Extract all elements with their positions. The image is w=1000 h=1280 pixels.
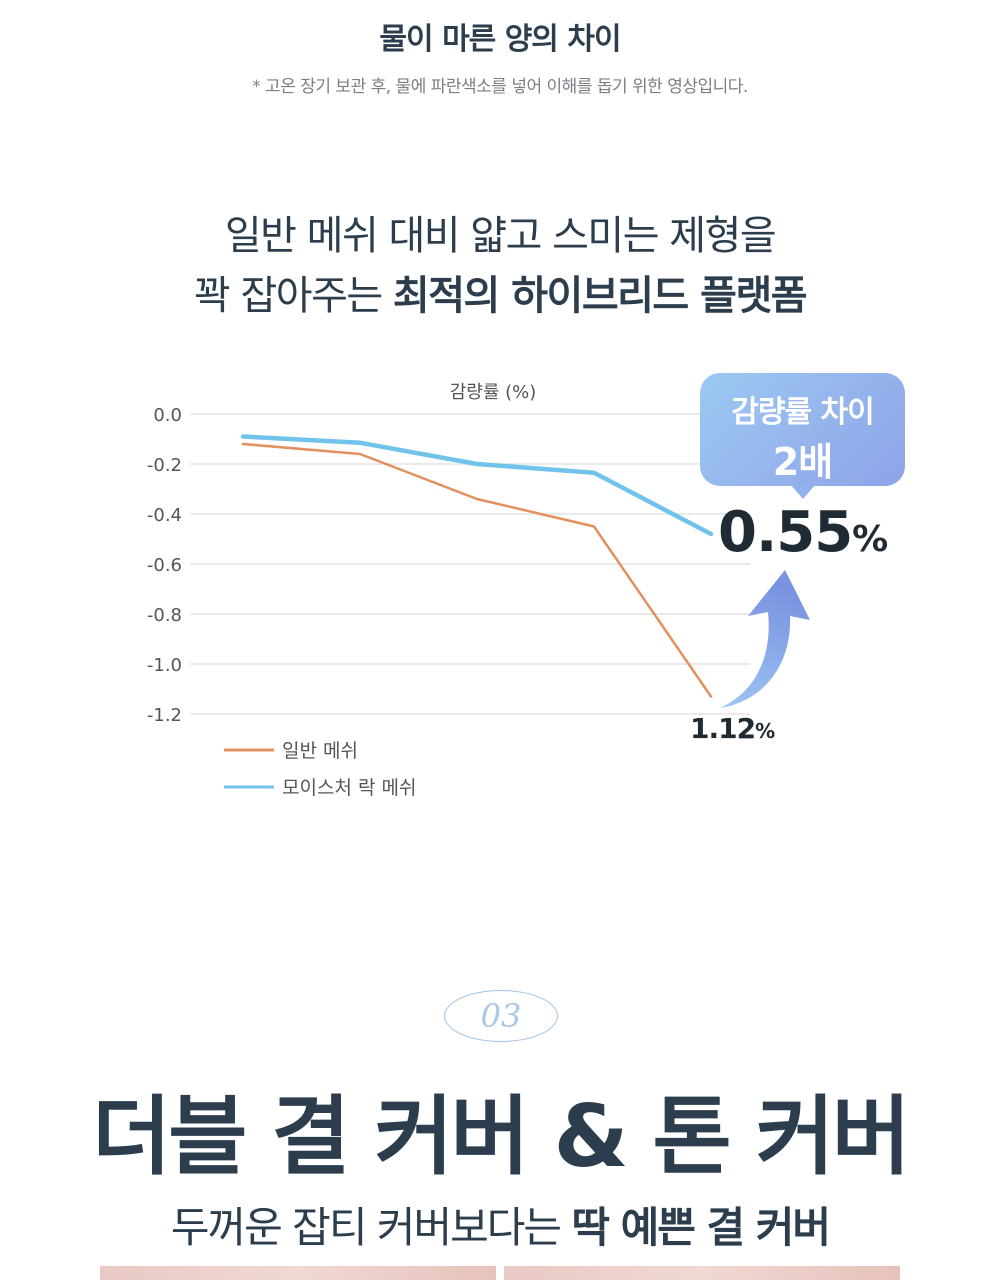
- section-number-badge: 03: [444, 990, 558, 1042]
- general-loss-number: 1.12: [690, 712, 756, 745]
- y-tick-label: -0.2: [147, 455, 182, 476]
- legend-label: 모이스처 락 메쉬: [282, 777, 416, 799]
- top-title: 물이 마른 양의 차이: [379, 22, 621, 57]
- headline-line2: 꽉 잡아주는 최적의 하이브리드 플랫폼: [0, 266, 1000, 326]
- section-subtitle: 두꺼운 잡티 커버보다는 딱 예쁜 결 커버: [0, 1194, 1000, 1255]
- difference-callout: 감량률 차이 2배: [700, 373, 905, 486]
- chart-title: 감량률 (%): [450, 382, 537, 403]
- y-tick-label: -0.8: [147, 605, 182, 626]
- legend-label: 일반 메쉬: [282, 740, 358, 762]
- section-subtitle-bold: 딱 예쁜 결 커버: [571, 1203, 831, 1252]
- series-line-1: [241, 442, 713, 698]
- moisture-loss-unit: %: [852, 519, 888, 560]
- general-loss-unit: %: [755, 719, 775, 743]
- skin-photo-right: [504, 1266, 900, 1280]
- series-line-2: [240, 434, 714, 537]
- callout-tail: [790, 484, 816, 499]
- headline-line2-bold: 최적의 하이브리드 플랫폼: [392, 273, 808, 319]
- skin-photo-left: [100, 1266, 496, 1280]
- callout-label: 감량률 차이: [731, 395, 874, 430]
- headline-line1: 일반 메쉬 대비 얇고 스미는 제형을: [224, 213, 777, 259]
- weight-loss-chart: 0.0 -0.2 -0.4 -0.6 -0.8 -1.0 -1.2 감량률 (%) 일반 메…: [147, 382, 810, 799]
- top-note: * 고온 장기 보관 후, 물에 파란색소를 넣어 이해를 돕기 위한 영상입니…: [252, 77, 748, 97]
- general-loss-value: 1.12%: [690, 712, 775, 745]
- y-tick-label: -1.2: [147, 705, 182, 726]
- callout-value: 2배: [772, 440, 833, 484]
- curved-arrow-icon: [720, 570, 810, 708]
- headline-line2-plain: 꽉 잡아주는: [193, 273, 393, 319]
- headline: 일반 메쉬 대비 얇고 스미는 제형을 꽉 잡아주는 최적의 하이브리드 플랫폼: [0, 206, 1000, 326]
- moisture-loss-number: 0.55: [718, 500, 853, 565]
- y-tick-label: -0.6: [147, 555, 182, 576]
- y-tick-label: 0.0: [153, 405, 182, 426]
- section-subtitle-plain: 두꺼운 잡티 커버보다는: [170, 1203, 572, 1252]
- y-tick-label: -1.0: [147, 655, 182, 676]
- section-title: 더블 결 커버 & 톤 커버: [92, 1087, 911, 1187]
- y-tick-label: -0.4: [147, 505, 182, 526]
- moisture-loss-value: 0.55%: [718, 500, 888, 565]
